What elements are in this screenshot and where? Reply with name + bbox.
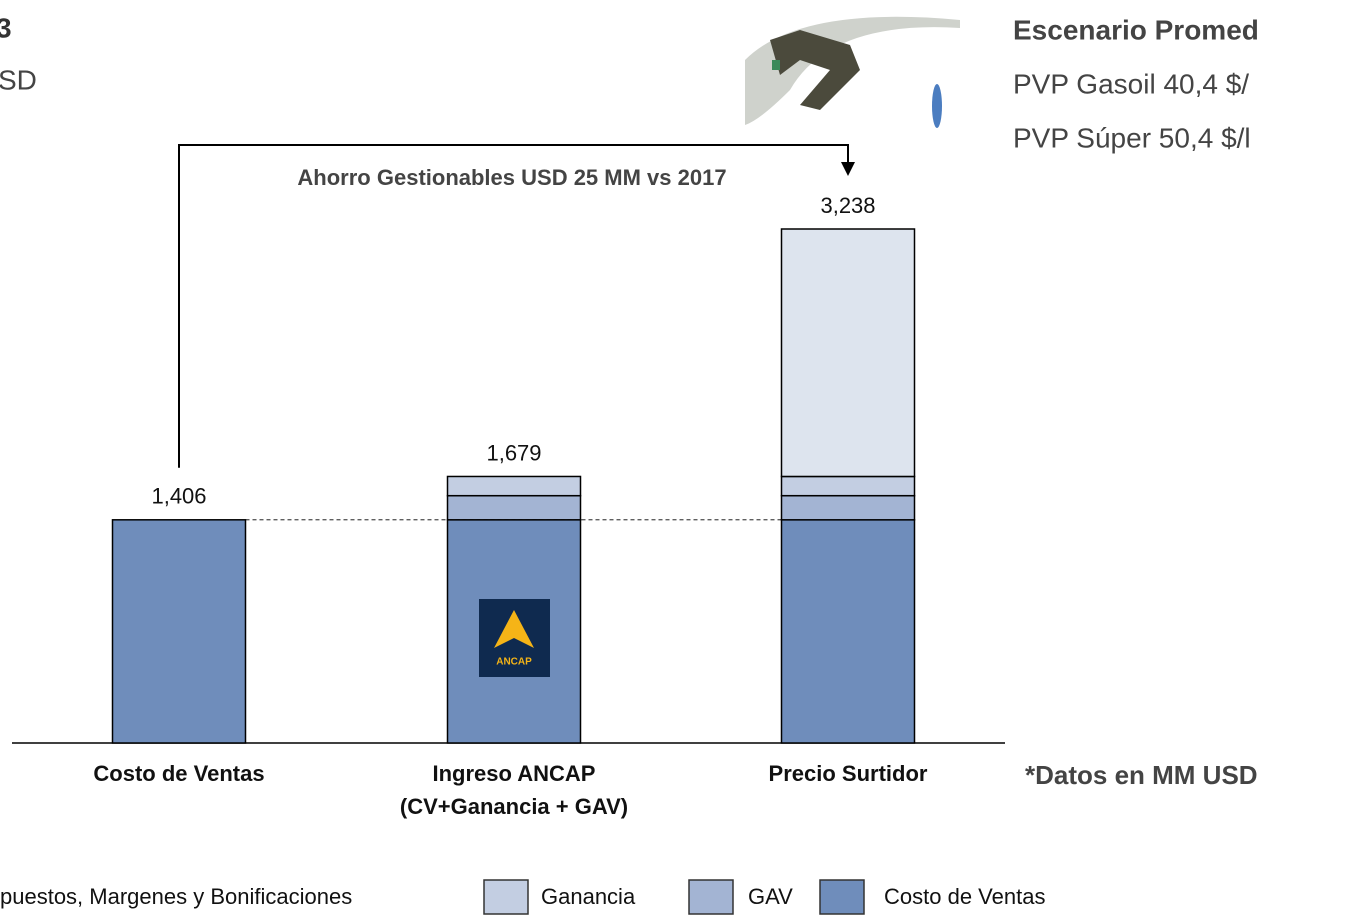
- bracket-arrow: [179, 145, 848, 468]
- x-tick-label: Costo de Ventas: [93, 761, 264, 786]
- arrow-head: [841, 162, 855, 176]
- legend-label: Costo de Ventas: [884, 884, 1045, 909]
- total-label: 1,679: [486, 440, 541, 465]
- legend-label: puestos, Margenes y Bonificaciones: [0, 884, 352, 909]
- logo-text: ANCAP: [496, 657, 532, 668]
- side-line: PVP Súper 50,4 $/l: [1013, 122, 1251, 153]
- legend-label: GAV: [748, 884, 793, 909]
- total-label: 1,406: [151, 484, 206, 509]
- bar-segment: [448, 476, 581, 495]
- bar-segment: [448, 496, 581, 520]
- total-label: 3,238: [820, 193, 875, 218]
- x-tick-label: Ingreso ANCAP: [433, 761, 596, 786]
- bar-segment: [782, 476, 915, 495]
- side-line: PVP Gasoil 40,4 $/: [1013, 68, 1249, 99]
- footnote: *Datos en MM USD: [1025, 760, 1258, 790]
- page: {"chart_data": {"type": "stacked-bar", "…: [0, 0, 1348, 915]
- annotation: Ahorro Gestionables USD 25 MM vs 2017: [297, 165, 726, 190]
- legend-swatch: [484, 880, 528, 914]
- bar-segment: [113, 520, 246, 743]
- x-tick-label: Precio Surtidor: [769, 761, 928, 786]
- bar-segment: [782, 229, 915, 476]
- bar-segment: [782, 496, 915, 520]
- chart: 3 SD Escenario Promed PVP Gasoil 40,4 $/…: [0, 0, 1348, 915]
- x-tick-label: (CV+Ganancia + GAV): [400, 794, 628, 819]
- subtitle: SD: [0, 64, 37, 95]
- legend-swatch: [820, 880, 864, 914]
- title: 3: [0, 12, 12, 43]
- nozzle-image: [745, 17, 960, 128]
- logo: ANCAP: [479, 599, 550, 677]
- legend-swatch: [689, 880, 733, 914]
- bar-segment: [782, 520, 915, 743]
- legend-label: Ganancia: [541, 884, 636, 909]
- side-title: Escenario Promed: [1013, 14, 1259, 45]
